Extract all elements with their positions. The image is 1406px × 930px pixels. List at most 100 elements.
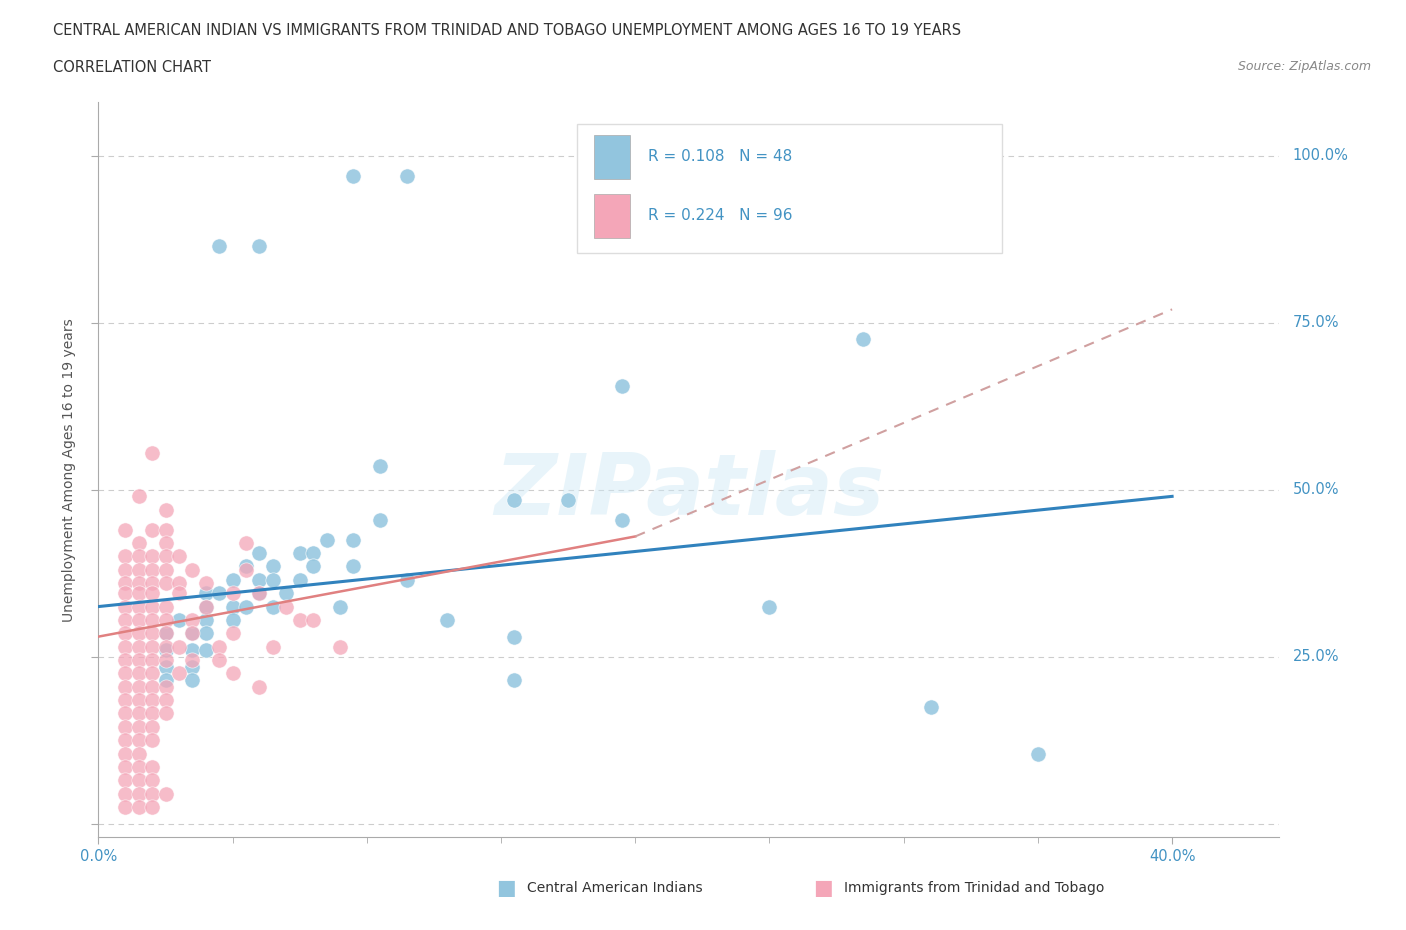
Point bbox=[315, 532, 337, 547]
Point bbox=[221, 599, 243, 614]
Bar bbox=[595, 136, 630, 179]
Point bbox=[141, 800, 163, 815]
Point bbox=[141, 576, 163, 591]
Point bbox=[155, 599, 177, 614]
Point bbox=[114, 653, 136, 668]
Point bbox=[128, 586, 150, 601]
Point bbox=[114, 576, 136, 591]
Point bbox=[141, 549, 163, 564]
Point bbox=[194, 643, 217, 658]
Point bbox=[141, 760, 163, 775]
Point bbox=[128, 760, 150, 775]
Point bbox=[128, 693, 150, 708]
Point bbox=[167, 549, 190, 564]
Text: Central American Indians: Central American Indians bbox=[527, 881, 703, 896]
Point bbox=[396, 573, 419, 588]
Point bbox=[208, 639, 231, 654]
Point bbox=[128, 549, 150, 564]
Point bbox=[114, 720, 136, 735]
Point bbox=[141, 445, 163, 460]
Point bbox=[141, 720, 163, 735]
Y-axis label: Unemployment Among Ages 16 to 19 years: Unemployment Among Ages 16 to 19 years bbox=[62, 318, 76, 621]
Point bbox=[155, 563, 177, 578]
Point bbox=[155, 536, 177, 551]
Point bbox=[114, 666, 136, 681]
Point bbox=[155, 626, 177, 641]
Point bbox=[194, 586, 217, 601]
Point bbox=[167, 576, 190, 591]
Point bbox=[141, 586, 163, 601]
Point bbox=[1026, 746, 1049, 761]
Text: R = 0.108   N = 48: R = 0.108 N = 48 bbox=[648, 149, 792, 165]
Point bbox=[181, 659, 204, 674]
Point bbox=[302, 613, 325, 628]
Point bbox=[128, 653, 150, 668]
Point bbox=[128, 613, 150, 628]
Point bbox=[128, 563, 150, 578]
Text: ■: ■ bbox=[813, 878, 832, 898]
Text: 25.0%: 25.0% bbox=[1294, 649, 1340, 664]
Point bbox=[436, 613, 458, 628]
Point bbox=[141, 786, 163, 801]
Point bbox=[141, 563, 163, 578]
Point bbox=[128, 733, 150, 748]
Point bbox=[114, 599, 136, 614]
Text: CENTRAL AMERICAN INDIAN VS IMMIGRANTS FROM TRINIDAD AND TOBAGO UNEMPLOYMENT AMON: CENTRAL AMERICAN INDIAN VS IMMIGRANTS FR… bbox=[53, 23, 962, 38]
Point bbox=[128, 666, 150, 681]
Point bbox=[114, 800, 136, 815]
Point bbox=[155, 639, 177, 654]
Point bbox=[114, 693, 136, 708]
Point bbox=[221, 586, 243, 601]
Point bbox=[181, 613, 204, 628]
Point bbox=[235, 559, 257, 574]
Point bbox=[758, 599, 780, 614]
Point bbox=[221, 626, 243, 641]
Point bbox=[503, 630, 526, 644]
Point bbox=[167, 613, 190, 628]
Point bbox=[141, 679, 163, 694]
Point bbox=[155, 786, 177, 801]
Point bbox=[194, 576, 217, 591]
Point bbox=[235, 563, 257, 578]
Point bbox=[155, 706, 177, 721]
Point bbox=[288, 613, 311, 628]
Bar bbox=[595, 194, 630, 238]
Point bbox=[208, 238, 231, 253]
Point bbox=[114, 786, 136, 801]
Point bbox=[249, 238, 271, 253]
Point bbox=[128, 576, 150, 591]
Point bbox=[128, 746, 150, 761]
Point bbox=[141, 666, 163, 681]
Point bbox=[128, 800, 150, 815]
Point bbox=[141, 639, 163, 654]
Point bbox=[155, 653, 177, 668]
Point bbox=[194, 613, 217, 628]
Point bbox=[128, 639, 150, 654]
Point bbox=[276, 599, 298, 614]
Point bbox=[155, 502, 177, 517]
Point bbox=[262, 599, 284, 614]
Point bbox=[262, 639, 284, 654]
Point bbox=[155, 643, 177, 658]
Point bbox=[342, 559, 364, 574]
Point bbox=[249, 586, 271, 601]
Point bbox=[221, 613, 243, 628]
FancyBboxPatch shape bbox=[576, 125, 1002, 253]
Point bbox=[114, 706, 136, 721]
Point bbox=[181, 653, 204, 668]
Point bbox=[141, 599, 163, 614]
Point bbox=[503, 672, 526, 687]
Point bbox=[262, 559, 284, 574]
Point bbox=[167, 639, 190, 654]
Point bbox=[128, 536, 150, 551]
Point bbox=[141, 773, 163, 788]
Point bbox=[181, 626, 204, 641]
Point bbox=[235, 599, 257, 614]
Point bbox=[852, 332, 875, 347]
Point bbox=[155, 659, 177, 674]
Text: ■: ■ bbox=[496, 878, 516, 898]
Point bbox=[128, 706, 150, 721]
Text: ZIPatlas: ZIPatlas bbox=[494, 450, 884, 533]
Point bbox=[194, 599, 217, 614]
Point bbox=[262, 573, 284, 588]
